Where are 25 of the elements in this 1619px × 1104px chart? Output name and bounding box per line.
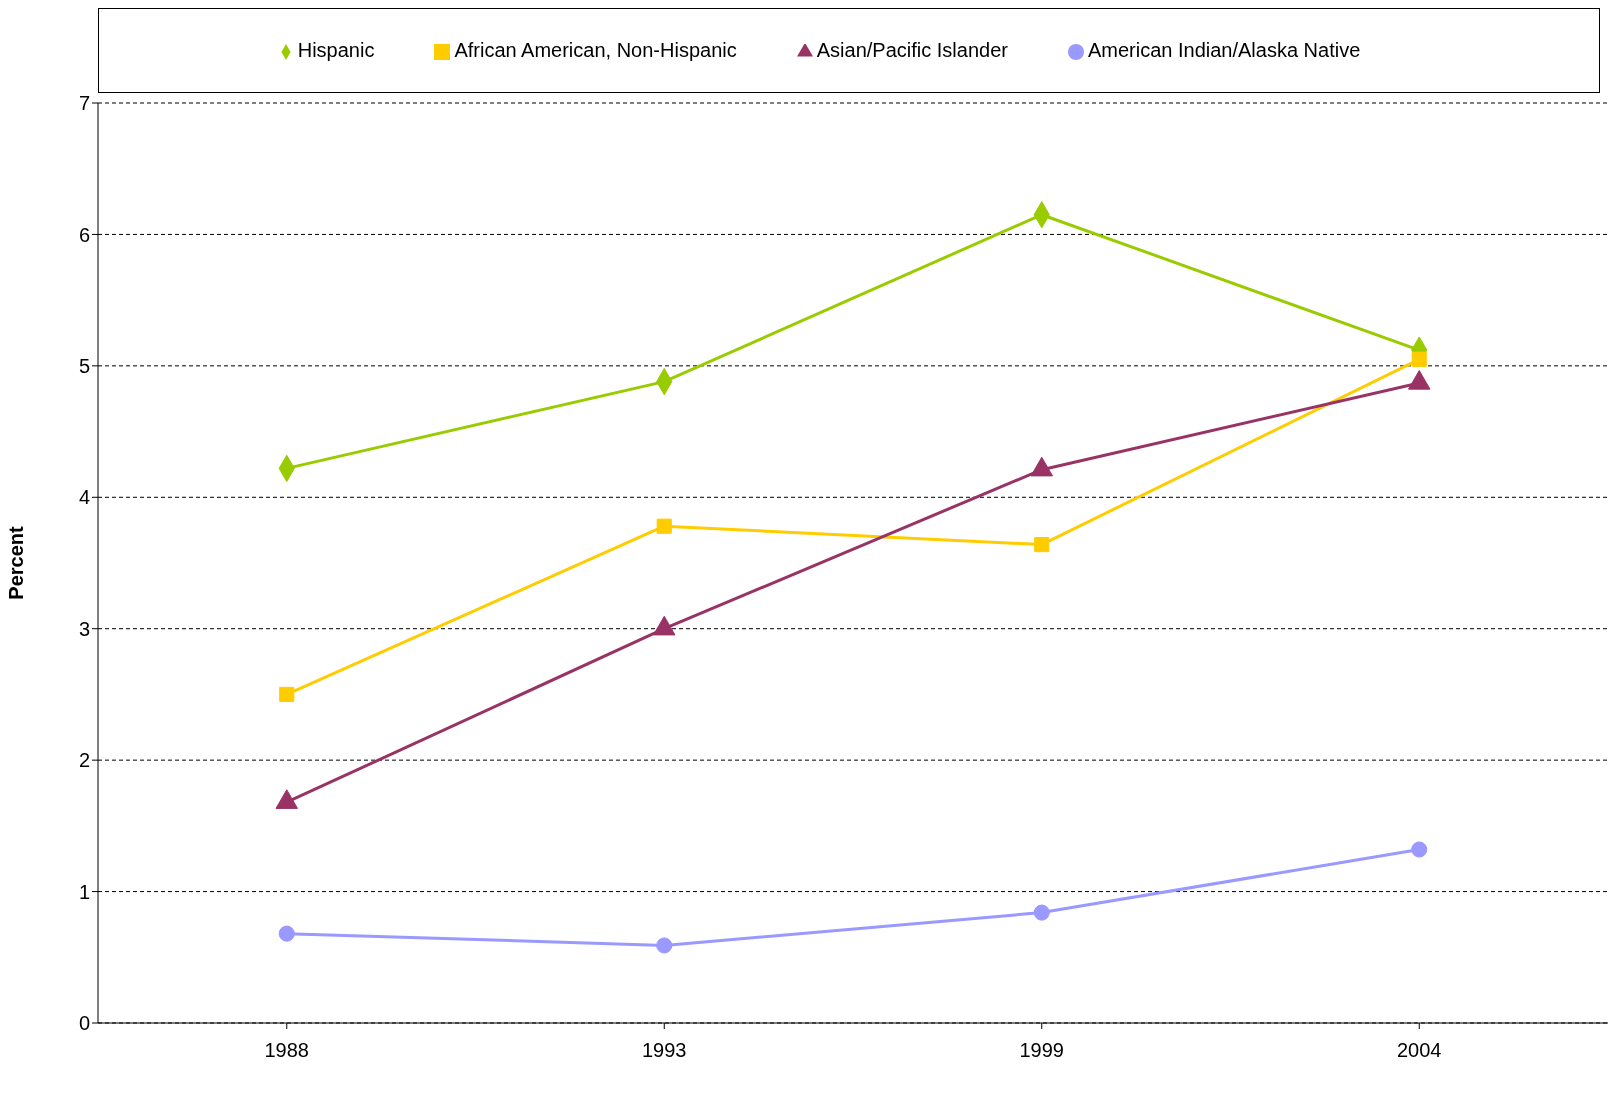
y-axis-title: Percent xyxy=(5,525,28,600)
y-tick-label: 6 xyxy=(78,223,90,246)
legend-label: American Indian/Alaska Native xyxy=(1087,39,1361,61)
y-tick-label: 3 xyxy=(78,617,90,640)
point xyxy=(279,686,295,702)
legend-label: Asian/Pacific Islander xyxy=(816,39,1008,61)
legend-label: Hispanic xyxy=(297,39,375,61)
y-tick-label: 7 xyxy=(78,92,90,115)
y-tick-label: 4 xyxy=(78,486,90,509)
point xyxy=(656,937,673,954)
legend-label: African American, Non-Hispanic xyxy=(454,39,737,61)
y-tick-label: 0 xyxy=(78,1012,90,1035)
x-tick-label: 1999 xyxy=(1019,1039,1064,1062)
y-tick-label: 5 xyxy=(78,354,90,377)
point xyxy=(656,518,672,534)
point xyxy=(1411,351,1427,367)
y-tick-label: 1 xyxy=(78,880,90,903)
point xyxy=(278,925,295,942)
x-tick-label: 1993 xyxy=(642,1039,687,1062)
point xyxy=(1033,904,1050,921)
x-tick-label: 1988 xyxy=(264,1039,309,1062)
point xyxy=(1034,537,1050,553)
y-tick-label: 2 xyxy=(78,749,90,772)
x-tick-label: 2004 xyxy=(1397,1039,1442,1062)
point xyxy=(1411,841,1428,858)
